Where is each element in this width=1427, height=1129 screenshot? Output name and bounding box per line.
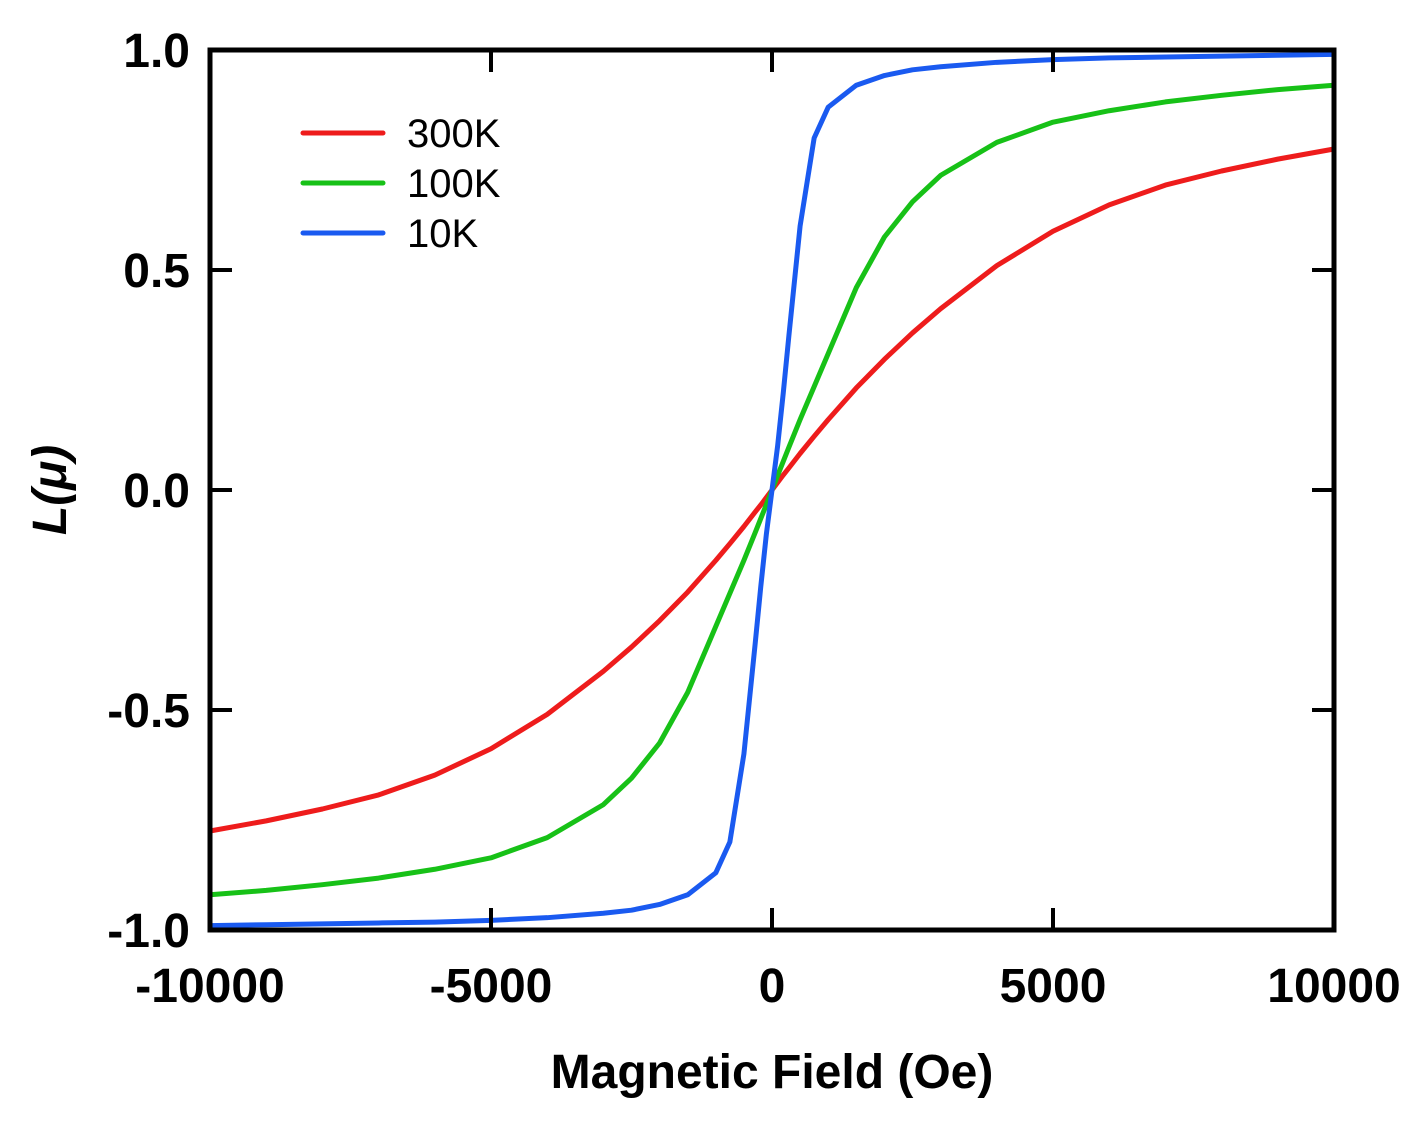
legend-item-300k: 300K (300, 112, 501, 156)
x-tick-label: -10000 (135, 960, 284, 1013)
y-tick-label: 1.0 (123, 25, 190, 78)
y-tick-label: 0.0 (123, 465, 190, 518)
y-axis-title: L(μ) (24, 445, 77, 535)
axis-ticks (208, 48, 1336, 932)
legend: 300K 100K 10K (300, 112, 501, 256)
legend-item-100k: 100K (300, 162, 501, 206)
legend-label: 100K (407, 162, 501, 206)
x-tick-label: 10000 (1267, 960, 1400, 1013)
y-tick-label: 0.5 (123, 245, 190, 298)
plot-lines (207, 51, 1337, 929)
x-tick-label: -5000 (430, 960, 553, 1013)
series-line-10k (207, 51, 1337, 929)
x-tick-label: 5000 (1000, 960, 1107, 1013)
y-tick-label: -0.5 (107, 685, 190, 738)
x-axis-title: Magnetic Field (Oe) (551, 1046, 994, 1099)
legend-label: 10K (407, 212, 478, 256)
x-tick-label: 0 (759, 960, 786, 1013)
axis-tick-labels: -10000 -5000 0 5000 10000 -1.0 -0.5 0.0 0.5 1.0 (107, 25, 1400, 1013)
y-tick-label: -1.0 (107, 905, 190, 958)
legend-label: 300K (407, 112, 501, 156)
legend-item-10k: 10K (300, 212, 478, 256)
